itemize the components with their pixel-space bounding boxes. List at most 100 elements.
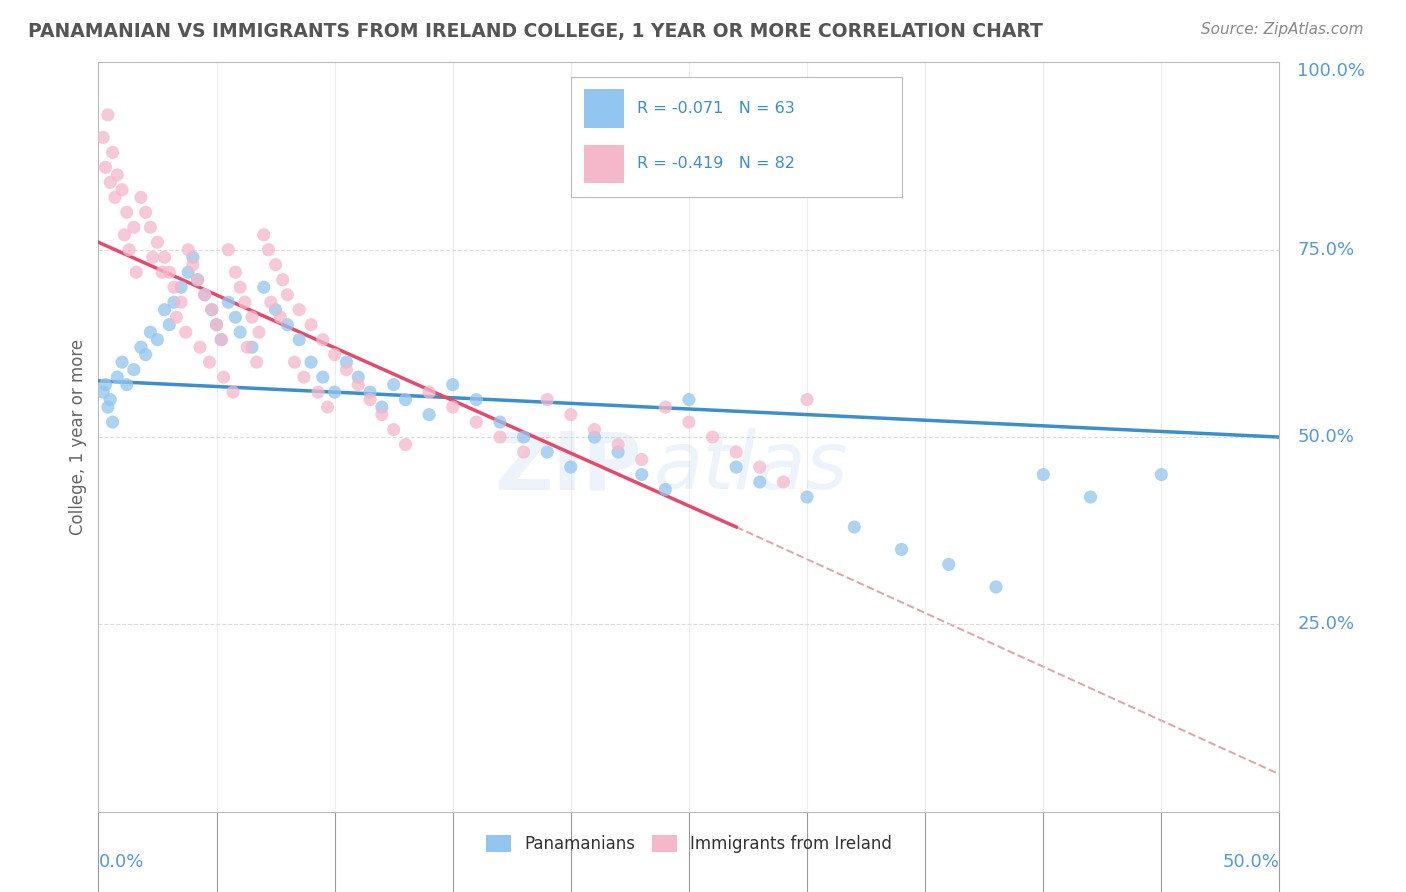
Point (188, 340, 211, 354)
Point (153, 250, 176, 264)
Point (98, 392, 121, 407)
Text: 25.0%: 25.0% (1298, 615, 1354, 633)
Point (246, 355, 269, 369)
Point (222, 385, 245, 400)
Text: 50.0%: 50.0% (1298, 428, 1354, 446)
Legend: Panamanians, Immigrants from Ireland: Panamanians, Immigrants from Ireland (479, 828, 898, 860)
Point (139, 325, 162, 339)
Point (201, 302, 224, 317)
Point (560, 460, 582, 475)
Point (94, 161, 117, 175)
Point (187, 273, 209, 287)
Point (170, 280, 193, 294)
Point (177, 243, 200, 257)
Point (1080, 490, 1102, 504)
Point (512, 445, 534, 459)
Point (115, 205, 138, 219)
Point (157, 318, 180, 332)
Point (101, 145, 124, 160)
Point (394, 437, 416, 451)
Point (187, 273, 209, 287)
Point (181, 250, 204, 264)
Point (382, 377, 405, 392)
Point (205, 318, 228, 332)
Point (654, 400, 676, 414)
Point (150, 265, 173, 279)
Point (359, 385, 381, 400)
Point (465, 415, 488, 429)
Point (198, 355, 221, 369)
Point (111, 355, 134, 369)
Point (101, 415, 124, 429)
Text: ZIP: ZIP (495, 428, 641, 506)
Point (560, 408, 582, 422)
Point (233, 295, 256, 310)
Point (170, 295, 193, 310)
Point (217, 243, 239, 257)
Point (111, 183, 134, 197)
Point (157, 265, 180, 279)
Point (335, 355, 357, 369)
Point (97, 400, 120, 414)
Point (165, 310, 187, 325)
Point (98, 175, 121, 189)
Point (283, 355, 305, 369)
Point (316, 400, 339, 414)
Point (163, 280, 186, 294)
Point (725, 460, 748, 475)
Point (276, 318, 298, 332)
Point (209, 333, 232, 347)
Point (253, 227, 276, 242)
Point (257, 243, 280, 257)
Point (288, 333, 311, 347)
Point (122, 220, 145, 235)
Point (630, 452, 652, 467)
Y-axis label: College, 1 year or more: College, 1 year or more (69, 339, 87, 535)
Point (347, 370, 370, 384)
Point (194, 287, 217, 301)
Point (748, 475, 770, 489)
Point (607, 445, 630, 459)
Point (371, 400, 394, 414)
Point (260, 295, 283, 310)
Point (163, 295, 186, 310)
Point (725, 445, 748, 459)
Point (418, 408, 440, 422)
Point (394, 392, 416, 407)
Point (323, 348, 346, 362)
Point (181, 258, 204, 272)
Point (890, 542, 912, 557)
Point (1032, 467, 1054, 482)
Point (536, 445, 558, 459)
Point (240, 310, 263, 325)
Point (122, 362, 145, 376)
Point (264, 258, 287, 272)
Point (139, 220, 162, 235)
Point (347, 377, 370, 392)
Point (271, 273, 294, 287)
Point (224, 310, 246, 325)
Point (678, 392, 700, 407)
Point (146, 235, 169, 250)
Point (91, 130, 114, 145)
Point (312, 370, 335, 384)
Point (142, 250, 165, 264)
Point (240, 340, 263, 354)
Point (1150, 467, 1173, 482)
Text: 75.0%: 75.0% (1298, 241, 1354, 259)
Point (209, 333, 232, 347)
Point (654, 483, 676, 497)
Point (97, 108, 120, 122)
Point (205, 318, 228, 332)
Point (984, 580, 1007, 594)
Point (288, 302, 311, 317)
Point (229, 280, 252, 294)
Point (583, 430, 606, 444)
Point (335, 362, 357, 376)
Point (135, 348, 157, 362)
Point (94, 377, 117, 392)
Point (359, 392, 381, 407)
Point (212, 370, 235, 384)
Point (129, 340, 152, 354)
Point (269, 310, 291, 325)
